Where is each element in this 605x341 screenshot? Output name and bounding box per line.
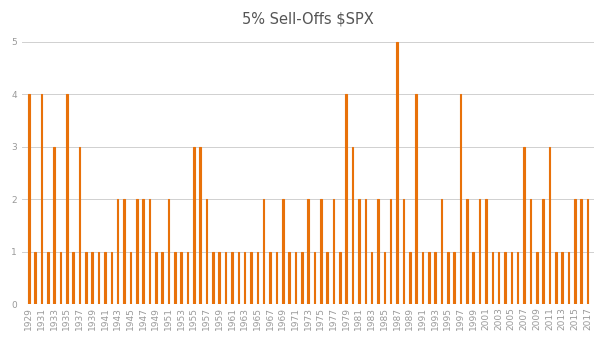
Bar	[536, 252, 537, 304]
Bar	[276, 252, 277, 304]
Bar	[155, 252, 157, 304]
Bar	[295, 252, 296, 304]
Bar	[162, 252, 163, 304]
Bar	[73, 252, 74, 304]
Bar	[333, 199, 335, 304]
Bar	[434, 252, 436, 304]
Bar	[289, 252, 290, 304]
Bar	[212, 252, 214, 304]
Bar	[320, 199, 322, 304]
Bar	[129, 252, 131, 304]
Bar	[402, 199, 404, 304]
Bar	[491, 252, 493, 304]
Bar	[453, 252, 455, 304]
Bar	[390, 199, 391, 304]
Bar	[168, 199, 169, 304]
Bar	[517, 252, 518, 304]
Bar	[415, 94, 417, 304]
Bar	[485, 199, 487, 304]
Bar	[409, 252, 411, 304]
Bar	[529, 199, 531, 304]
Bar	[47, 252, 48, 304]
Bar	[301, 252, 302, 304]
Bar	[440, 199, 442, 304]
Bar	[384, 252, 385, 304]
Bar	[327, 252, 328, 304]
Bar	[111, 252, 112, 304]
Bar	[371, 252, 373, 304]
Bar	[174, 252, 175, 304]
Bar	[79, 147, 80, 304]
Bar	[206, 199, 208, 304]
Bar	[567, 252, 569, 304]
Bar	[66, 94, 68, 304]
Bar	[250, 252, 252, 304]
Bar	[511, 252, 512, 304]
Bar	[263, 199, 264, 304]
Bar	[473, 252, 474, 304]
Bar	[460, 94, 462, 304]
Bar	[225, 252, 226, 304]
Bar	[479, 199, 480, 304]
Bar	[98, 252, 99, 304]
Bar	[60, 252, 61, 304]
Bar	[307, 199, 309, 304]
Bar	[352, 147, 353, 304]
Bar	[117, 199, 119, 304]
Bar	[53, 147, 55, 304]
Bar	[345, 94, 347, 304]
Bar	[555, 252, 557, 304]
Title: 5% Sell-Offs $SPX: 5% Sell-Offs $SPX	[242, 11, 374, 26]
Bar	[142, 199, 144, 304]
Bar	[587, 199, 588, 304]
Bar	[561, 252, 563, 304]
Bar	[85, 252, 87, 304]
Bar	[396, 42, 398, 304]
Bar	[314, 252, 315, 304]
Bar	[41, 94, 42, 304]
Bar	[187, 252, 188, 304]
Bar	[466, 199, 468, 304]
Bar	[580, 199, 582, 304]
Bar	[149, 199, 150, 304]
Bar	[218, 252, 220, 304]
Bar	[428, 252, 430, 304]
Bar	[504, 252, 506, 304]
Bar	[549, 147, 550, 304]
Bar	[104, 252, 106, 304]
Bar	[180, 252, 182, 304]
Bar	[136, 199, 137, 304]
Bar	[358, 199, 360, 304]
Bar	[574, 199, 575, 304]
Bar	[542, 199, 544, 304]
Bar	[34, 252, 36, 304]
Bar	[422, 252, 423, 304]
Bar	[123, 199, 125, 304]
Bar	[231, 252, 233, 304]
Bar	[269, 252, 271, 304]
Bar	[238, 252, 239, 304]
Bar	[28, 94, 30, 304]
Bar	[364, 199, 366, 304]
Bar	[523, 147, 525, 304]
Bar	[447, 252, 449, 304]
Bar	[244, 252, 246, 304]
Bar	[200, 147, 201, 304]
Bar	[282, 199, 284, 304]
Bar	[498, 252, 500, 304]
Bar	[377, 199, 379, 304]
Bar	[193, 147, 195, 304]
Bar	[339, 252, 341, 304]
Bar	[91, 252, 93, 304]
Bar	[257, 252, 258, 304]
